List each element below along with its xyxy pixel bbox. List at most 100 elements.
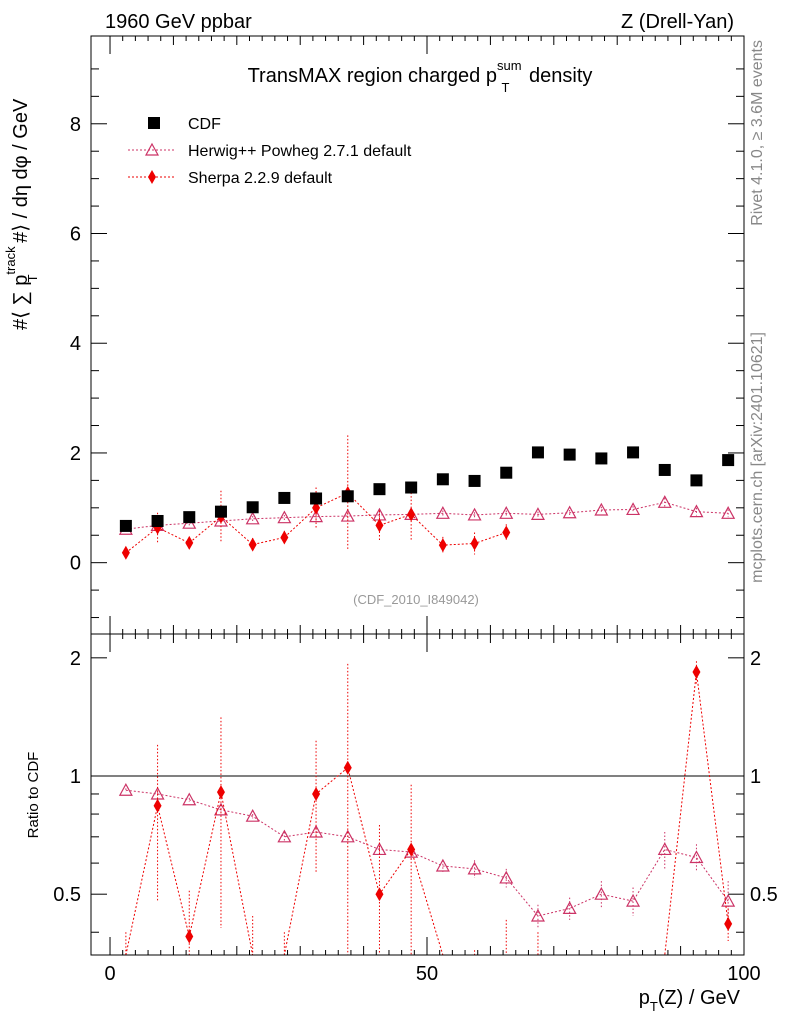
cdf-point	[690, 474, 703, 487]
header-right: Z (Drell-Yan)	[621, 11, 734, 33]
cdf-point	[310, 492, 323, 505]
cdf-point	[722, 454, 735, 467]
rivet-version-label: Rivet 4.1.0, ≥ 3.6M events	[749, 40, 766, 226]
sherpa-point	[280, 530, 289, 545]
mcplots-label: mcplots.cern.ch [arXiv:2401.10621]	[749, 332, 766, 583]
ratio-herwig-point	[435, 858, 450, 872]
y-tick-label: 6	[70, 224, 81, 246]
legend-sherpa-marker	[148, 170, 156, 184]
ratio-sherpa-point	[375, 887, 384, 902]
ratio-herwig-point	[594, 886, 609, 900]
cdf-point	[373, 483, 386, 496]
ratio-sherpa-point	[153, 798, 162, 813]
legend-cdf-marker	[148, 117, 160, 129]
ratio-herwig-point	[499, 870, 514, 884]
analysis-id-watermark: (CDF_2010_I849042)	[353, 592, 479, 607]
ratio-plot-marks	[118, 661, 736, 956]
ratio-herwig-point	[277, 829, 292, 843]
ratio-y-tick-label: 0.5	[53, 884, 81, 906]
herwig-line	[125, 501, 729, 530]
y-tick-label: 8	[70, 114, 81, 136]
ratio-herwig-point	[182, 792, 197, 806]
y-tick-label: 0	[70, 553, 81, 575]
ratio-herwig-point	[245, 808, 260, 822]
ratio-sherpa-point	[407, 842, 416, 857]
ratio-herwig-point	[340, 829, 355, 843]
ratio-axes: 0 50 100 0.5 0.5 1 1 2 2	[53, 634, 778, 985]
sherpa-point	[185, 535, 194, 550]
ratio-sherpa-line	[125, 671, 729, 956]
herwig-point	[530, 507, 545, 520]
legend-sherpa-label: Sherpa 2.2.9 default	[188, 170, 333, 187]
sherpa-point	[375, 518, 384, 533]
herwig-point	[435, 506, 450, 519]
cdf-point	[183, 511, 196, 524]
y-tick-label: 2	[70, 443, 81, 465]
sherpa-point	[121, 545, 130, 560]
sherpa-point	[438, 538, 447, 553]
herwig-point	[721, 506, 736, 519]
sherpa-point	[248, 537, 257, 552]
main-ylabel: #⟨ ∑ ptrackT #⟩ / dη dφ / GeV	[3, 98, 40, 330]
ratio-sherpa-point	[312, 786, 321, 801]
herwig-point	[689, 504, 704, 518]
header-left: 1960 GeV ppbar	[105, 11, 252, 33]
sherpa-point	[470, 536, 479, 551]
ratio-frame	[90, 633, 745, 956]
cdf-point	[595, 452, 608, 465]
ratio-herwig-point	[689, 850, 704, 864]
herwig-point	[277, 510, 292, 524]
legend-herwig-label: Herwig++ Powheg 2.7.1 default	[188, 143, 412, 160]
cdf-point	[119, 519, 132, 532]
cdf-point	[405, 481, 418, 494]
herwig-point	[245, 511, 260, 525]
cdf-point	[151, 514, 164, 527]
herwig-point	[562, 505, 577, 519]
herwig-point	[594, 502, 609, 516]
ratio-herwig-point	[626, 893, 641, 907]
y-tick-label: 4	[70, 333, 81, 355]
ratio-herwig-point	[404, 844, 419, 858]
main-title: TransMAX region charged psum T density	[248, 58, 593, 95]
ratio-herwig-point	[721, 893, 736, 907]
cdf-point	[278, 491, 291, 504]
main-axes: 0 2 4 6 8	[70, 36, 745, 634]
ratio-y-tick-label: 1	[70, 766, 81, 788]
cdf-point	[500, 466, 513, 479]
herwig-point	[467, 507, 482, 521]
sherpa-point	[407, 507, 416, 522]
ratio-herwig-point	[467, 861, 482, 875]
herwig-point	[657, 495, 672, 508]
herwig-point	[626, 502, 641, 516]
cdf-point	[436, 473, 449, 486]
ratio-herwig-point	[309, 824, 324, 838]
legend-herwig-marker	[144, 142, 160, 156]
ratio-herwig-point	[118, 782, 133, 796]
ratio-y-tick-label-right: 0.5	[750, 884, 778, 906]
x-tick-label: 100	[727, 963, 760, 985]
ratio-herwig-point	[657, 842, 672, 856]
ratio-sherpa-point	[185, 929, 194, 944]
ratio-herwig-point	[530, 908, 545, 922]
cdf-point	[341, 490, 354, 503]
herwig-point	[340, 508, 355, 522]
ratio-sherpa-point	[724, 916, 733, 931]
main-plot-marks	[118, 435, 736, 560]
cdf-point	[627, 446, 640, 459]
legend-cdf-label: CDF	[188, 116, 221, 133]
plot-frames	[90, 35, 745, 956]
x-tick-label: 0	[104, 963, 115, 985]
herwig-point	[499, 506, 514, 519]
ratio-y-tick-label-right: 1	[750, 766, 761, 788]
ratio-herwig-point	[562, 901, 577, 915]
cdf-point	[658, 463, 671, 476]
cdf-point	[563, 448, 576, 461]
ratio-ylabel: Ratio to CDF	[25, 752, 42, 839]
cdf-point	[468, 474, 481, 487]
ratio-sherpa-point	[343, 760, 352, 775]
x-axis-label: pT(Z) / GeV	[639, 987, 741, 1014]
cdf-point	[531, 446, 544, 459]
ratio-y-tick-label-right: 2	[750, 648, 761, 670]
ratio-y-tick-label: 2	[70, 648, 81, 670]
